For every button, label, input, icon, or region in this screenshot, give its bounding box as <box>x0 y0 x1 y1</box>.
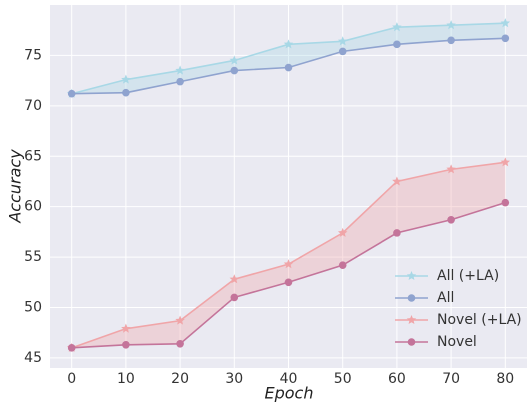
legend-marker <box>407 294 416 302</box>
y-tick-label: 65 <box>24 148 42 164</box>
marker <box>338 261 347 269</box>
legend-label: All <box>437 290 454 306</box>
y-tick-label: 60 <box>24 199 42 215</box>
y-tick-label: 70 <box>24 98 42 114</box>
marker <box>338 47 347 56</box>
marker <box>392 176 402 186</box>
x-tick-label: 0 <box>67 371 76 387</box>
marker <box>337 227 348 237</box>
marker <box>284 278 293 287</box>
x-axis-title: Epoch <box>265 384 314 403</box>
marker <box>500 157 511 167</box>
x-tick-label: 20 <box>171 371 189 387</box>
y-tick-label: 45 <box>24 350 42 366</box>
marker <box>337 36 348 46</box>
x-tick-label: 60 <box>388 371 406 387</box>
x-tick-label: 80 <box>496 371 514 387</box>
marker <box>122 341 130 349</box>
legend-label: Novel <box>437 334 477 350</box>
x-tick-label: 10 <box>117 371 135 387</box>
marker <box>175 65 185 75</box>
x-tick-label: 50 <box>334 371 352 387</box>
marker <box>392 22 402 32</box>
marker <box>230 66 239 75</box>
marker <box>67 344 76 352</box>
marker <box>283 39 294 49</box>
marker <box>393 40 401 49</box>
y-tick-label: 50 <box>24 300 42 316</box>
marker <box>229 55 240 65</box>
marker <box>122 88 130 97</box>
marker <box>229 274 240 284</box>
marker <box>283 259 294 269</box>
marker <box>447 36 455 45</box>
marker <box>446 164 456 174</box>
marker <box>393 229 401 237</box>
x-tick-label: 30 <box>225 371 243 387</box>
marker <box>501 34 510 43</box>
marker <box>121 74 131 84</box>
band-fill <box>71 162 506 348</box>
legend-marker <box>406 315 417 325</box>
legend-label: All (+LA) <box>437 268 499 284</box>
marker <box>176 77 184 86</box>
legend-label: Novel (+LA) <box>437 312 522 328</box>
marker <box>176 340 184 348</box>
marker <box>501 198 510 207</box>
x-tick-label: 40 <box>280 371 298 387</box>
marker <box>284 63 293 72</box>
marker <box>500 18 511 28</box>
marker <box>230 293 239 302</box>
marker <box>67 89 76 98</box>
y-tick-label: 75 <box>24 47 42 63</box>
legend-marker <box>407 338 416 346</box>
y-axis-title: Accuracy <box>6 149 25 224</box>
marker <box>447 215 455 224</box>
marker <box>121 323 131 333</box>
x-tick-label: 70 <box>442 371 460 387</box>
legend-marker <box>406 271 417 281</box>
y-tick-label: 55 <box>24 249 42 265</box>
marker <box>446 20 456 30</box>
marker <box>175 315 185 325</box>
